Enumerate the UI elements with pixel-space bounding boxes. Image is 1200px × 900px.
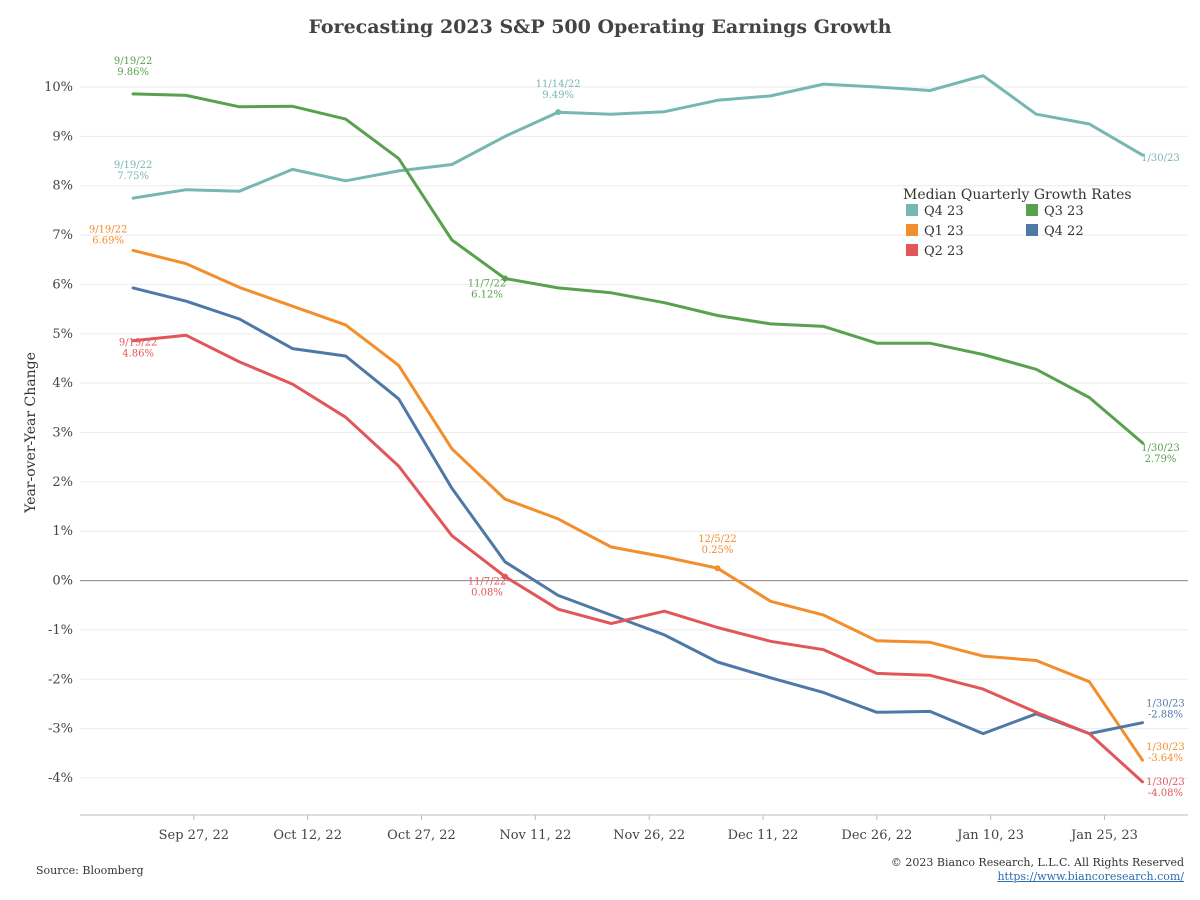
annotation-label: 9/19/22 6.69% [89,224,128,246]
axes: -4% -3% -2% -1% 0% 1% 2% 3% 4% 5% 6% 7% 8% 9% 10% Sep 2… [23,80,1188,843]
annotation-label: 9/19/22 4.86% [119,338,158,360]
annotation-date: 1/30/23 [1146,699,1185,710]
y-tick-label: 6% [52,277,73,292]
y-tick-label: 3% [52,426,73,441]
annotation-value: 4.86% [122,349,154,360]
annotation-value: 2.79% [1145,454,1177,465]
annotation-label: 11/7/22 6.12% [468,279,507,301]
annotation-value: -2.88% [1148,710,1183,721]
series-line-q2-23 [131,333,1144,784]
legend-swatch [1026,224,1038,236]
legend-label: Q1 23 [924,224,964,239]
website-link[interactable]: https://www.biancoresearch.com/ [997,870,1184,883]
annotation-value: 9.86% [117,67,149,78]
x-tick-label: Oct 12, 22 [273,828,342,843]
annotation-date: 1/30/23 [1146,742,1185,753]
legend-label: Q2 23 [924,244,964,259]
annotation-date: 1/30/23 [1146,777,1185,788]
x-tick-label: Jan 10, 23 [955,828,1024,843]
annotation-marker [501,573,508,580]
annotation-marker [714,565,721,572]
annotation-value: 9.49% [542,90,574,101]
annotation-date: 11/7/22 [468,577,507,588]
annotation-label: 1/30/23 -2.88% [1146,699,1185,721]
y-tick-label: -3% [48,722,73,737]
x-tick-label: Dec 26, 22 [841,828,912,843]
annotation-date: 9/19/22 [114,160,153,171]
series-lines [131,74,1144,784]
annotation-value: -4.08% [1148,788,1183,799]
annotation-date: 9/19/22 [119,338,158,349]
annotation-value: 0.08% [471,588,503,599]
series-line-q1-23 [131,248,1144,762]
annotation-date: 9/19/22 [89,224,128,235]
annotation-label: 1/30/23 2.79% [1141,443,1180,465]
y-tick-label: 9% [52,129,73,144]
annotations: 9/19/22 9.86%9/19/22 7.75%9/19/22 6.69%9/19… [89,56,1185,799]
legend-label: Q3 23 [1044,204,1084,219]
legend-swatch [906,244,918,256]
series-line-q3-23 [131,92,1144,445]
y-tick-label: 8% [52,179,73,194]
y-tick-label: 0% [52,574,73,589]
legend-swatch [1026,204,1038,216]
x-tick-label: Nov 26, 22 [613,828,685,843]
y-tick-label: -1% [48,623,73,638]
gridlines [80,86,1188,779]
annotation-date: 9/19/22 [114,56,153,67]
annotation-marker [501,275,508,282]
series-line-q4-22 [131,286,1144,736]
x-tick-label: Nov 11, 22 [499,828,571,843]
x-tick-label: Oct 27, 22 [387,828,456,843]
annotation-date: 1/30/23 [1141,153,1180,164]
y-axis-label: Year-over-Year Change [23,352,39,514]
y-tick-label: -2% [48,672,73,687]
annotation-label: 1/30/23 -3.64% [1146,742,1185,764]
y-tick-label: 7% [52,228,73,243]
annotation-label: 12/5/22 0.25% [698,534,737,556]
annotation-date: 12/5/22 [698,534,737,545]
series-line-q4-23 [131,74,1144,200]
annotation-date: 11/7/22 [468,279,507,290]
x-tick-label: Jan 25, 23 [1069,828,1138,843]
y-tick-label: 4% [52,376,73,391]
annotation-value: 6.69% [92,235,124,246]
legend-swatch [906,204,918,216]
y-tick-label: 1% [52,524,73,539]
annotation-date: 11/14/22 [536,79,581,90]
y-tick-label: 2% [52,475,73,490]
legend-label: Q4 22 [1044,224,1084,239]
annotation-label: 1/30/23 -4.08% [1146,777,1185,799]
x-tick-label: Sep 27, 22 [159,828,229,843]
legend-swatch [906,224,918,236]
annotation-label: 9/19/22 7.75% [114,160,153,182]
annotation-label: 11/7/22 0.08% [468,577,507,599]
y-tick-label: -4% [48,771,73,786]
legend-label: Q4 23 [924,204,964,219]
annotation-label: 9/19/22 9.86% [114,56,153,78]
annotation-value: 6.12% [471,290,503,301]
annotation-label: 11/14/22 9.49% [536,79,581,101]
annotation-value: 0.25% [702,545,734,556]
chart-title: Forecasting 2023 S&P 500 Operating Earni… [308,16,892,38]
annotation-marker [555,109,562,116]
y-tick-label: 10% [44,80,73,95]
annotation-value: -3.64% [1148,753,1183,764]
source-note: Source: Bloomberg [36,864,144,877]
y-tick-label: 5% [52,327,73,342]
copyright-note: © 2023 Bianco Research, L.L.C. All Right… [890,856,1184,869]
annotation-label: 1/30/23 [1141,153,1180,164]
annotation-value: 7.75% [117,171,149,182]
annotation-date: 1/30/23 [1141,443,1180,454]
legend-title: Median Quarterly Growth Rates [903,187,1132,203]
x-tick-label: Dec 11, 22 [728,828,799,843]
